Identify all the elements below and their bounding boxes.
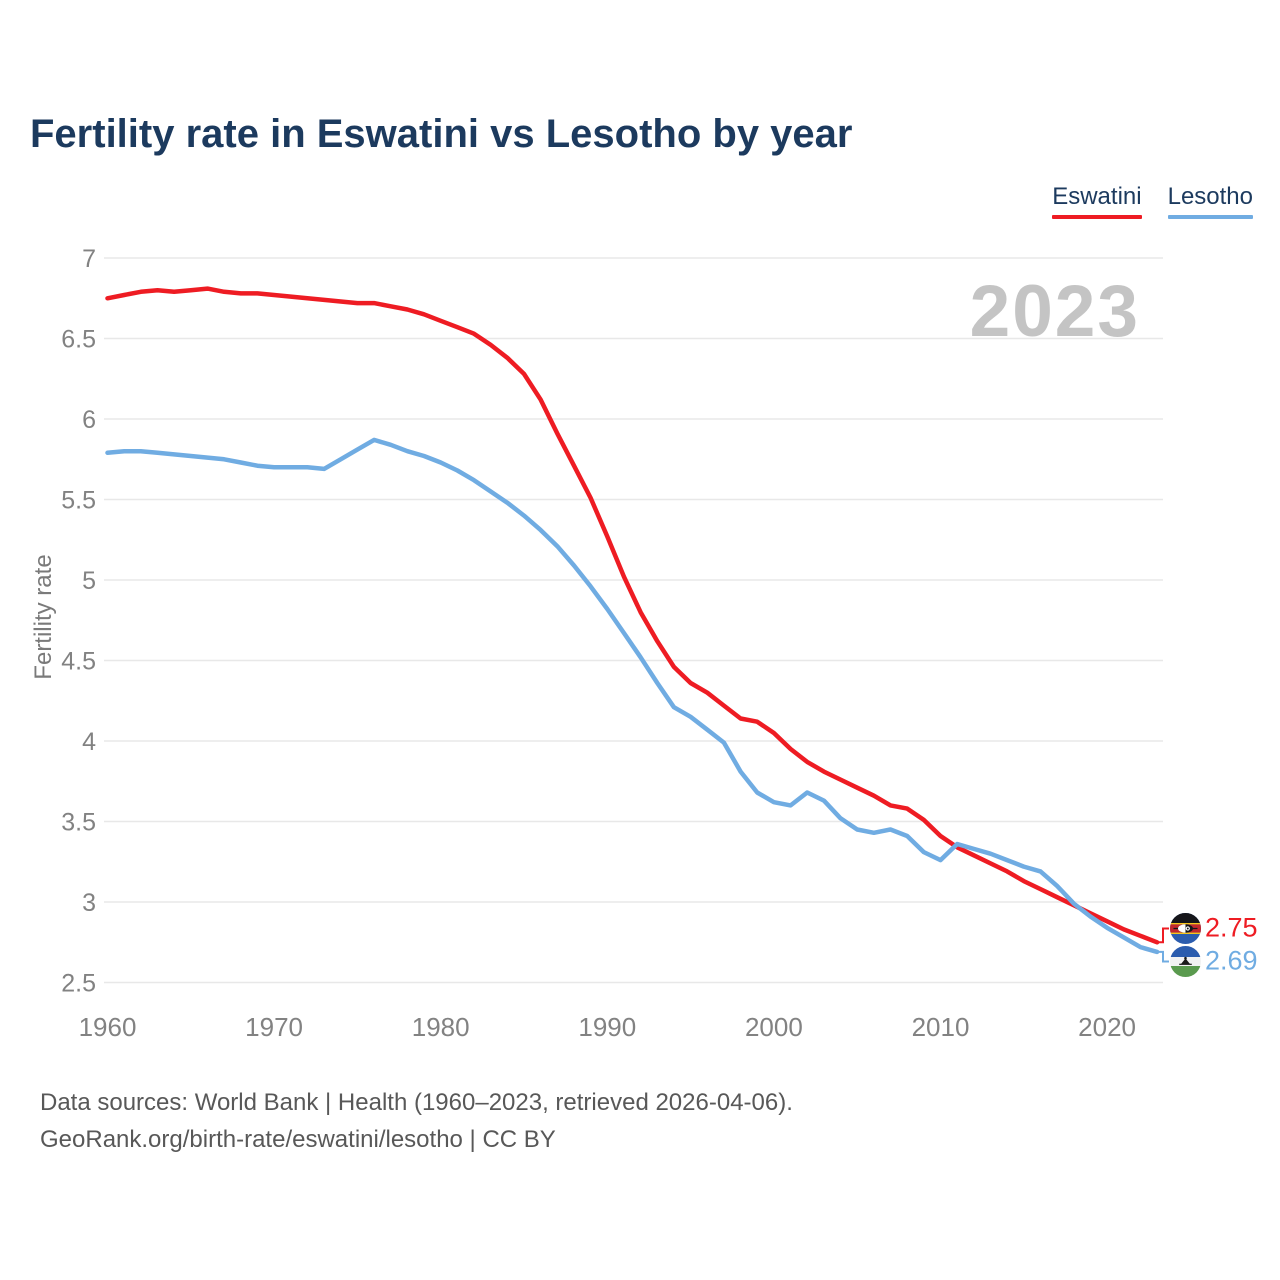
y-tick-label: 6.5 [61,326,96,354]
footer-data-sources: Data sources: World Bank | Health (1960–… [40,1089,793,1116]
x-tick-label: 2010 [912,1012,970,1042]
lesotho-flag-icon [1170,946,1201,977]
y-tick-label: 6 [82,406,96,434]
legend-label-eswatini: Eswatini [1052,183,1142,210]
x-tick-label: 1990 [578,1012,636,1042]
lesotho-end-value: 2.69 [1205,945,1258,976]
series-line-eswatini[interactable] [105,286,1160,945]
page-title: Fertility rate in Eswatini vs Lesotho by… [30,112,853,156]
watermark-year: 2023 [969,271,1140,352]
y-tick-label: 7 [82,245,96,273]
eswatini-flag-icon [1170,913,1201,944]
legend: Eswatini Lesotho [1052,183,1253,219]
y-tick-label: 3.5 [61,809,96,837]
end-connector-lesotho [1157,950,1169,963]
y-tick-label: 2.5 [61,970,96,998]
legend-swatch-lesotho [1167,215,1253,219]
y-tick-label: 5 [82,567,96,595]
eswatini-end-value: 2.75 [1205,912,1258,943]
y-tick-label: 5.5 [61,487,96,515]
y-tick-label: 4.5 [61,648,96,676]
legend-label-lesotho: Lesotho [1167,183,1253,210]
legend-item-lesotho[interactable]: Lesotho [1167,183,1253,219]
footer-license: GeoRank.org/birth-rate/eswatini/lesotho … [40,1126,556,1153]
y-tick-label: 3 [82,889,96,917]
legend-item-eswatini[interactable]: Eswatini [1052,183,1142,219]
x-tick-label: 1960 [79,1012,137,1042]
x-tick-label: 2020 [1078,1012,1136,1042]
legend-swatch-eswatini [1052,215,1142,219]
x-tick-label: 1980 [412,1012,470,1042]
end-connector-eswatini [1157,927,1169,944]
x-tick-label: 2000 [745,1012,803,1042]
y-tick-label: 4 [82,728,96,756]
footer-attribution: Data sources: World Bank | Health (1960–… [40,1084,793,1158]
series-line-lesotho[interactable] [105,437,1160,955]
x-tick-label: 1970 [245,1012,303,1042]
